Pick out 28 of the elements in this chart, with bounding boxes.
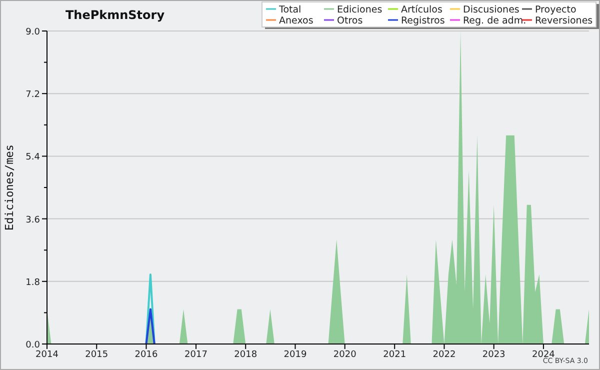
y-tick-label: 5.4: [26, 152, 40, 163]
y-tick-label: 3.6: [26, 215, 40, 226]
y-tick-label: 1.8: [26, 278, 40, 288]
legend-label: Proyecto: [535, 4, 576, 16]
legend-label: Total: [278, 4, 302, 16]
legend-label: Registros: [401, 16, 445, 26]
legend-label: Anexos: [279, 16, 314, 26]
y-axis-title: Ediciones/mes: [3, 144, 16, 231]
legend-label: Ediciones: [337, 4, 382, 16]
legend-label: Otros: [337, 16, 363, 26]
y-tick-label: 0.0: [26, 340, 40, 350]
x-tick-label: 2021: [383, 350, 406, 360]
legend-label: Reg. de adm.: [463, 16, 526, 26]
chart-title: ThePkmnStory: [65, 8, 165, 22]
legend-label: Discusiones: [463, 4, 520, 16]
x-tick-label: 2022: [432, 350, 456, 360]
x-tick-label: 2017: [184, 350, 208, 360]
y-tick-label: 9.0: [26, 28, 40, 38]
x-tick-label: 2015: [85, 350, 108, 360]
x-tick-label: 2023: [482, 350, 506, 360]
x-tick-label: 2019: [284, 350, 307, 360]
x-tick-label: 2014: [36, 350, 59, 360]
x-tick-label: 2016: [134, 350, 158, 360]
x-tick-label: 2018: [234, 350, 258, 360]
legend-label: Artículos: [401, 4, 442, 16]
y-tick-label: 7.2: [26, 90, 40, 100]
x-tick-label: 2020: [333, 350, 357, 360]
legend-label: Reversiones: [535, 16, 593, 26]
